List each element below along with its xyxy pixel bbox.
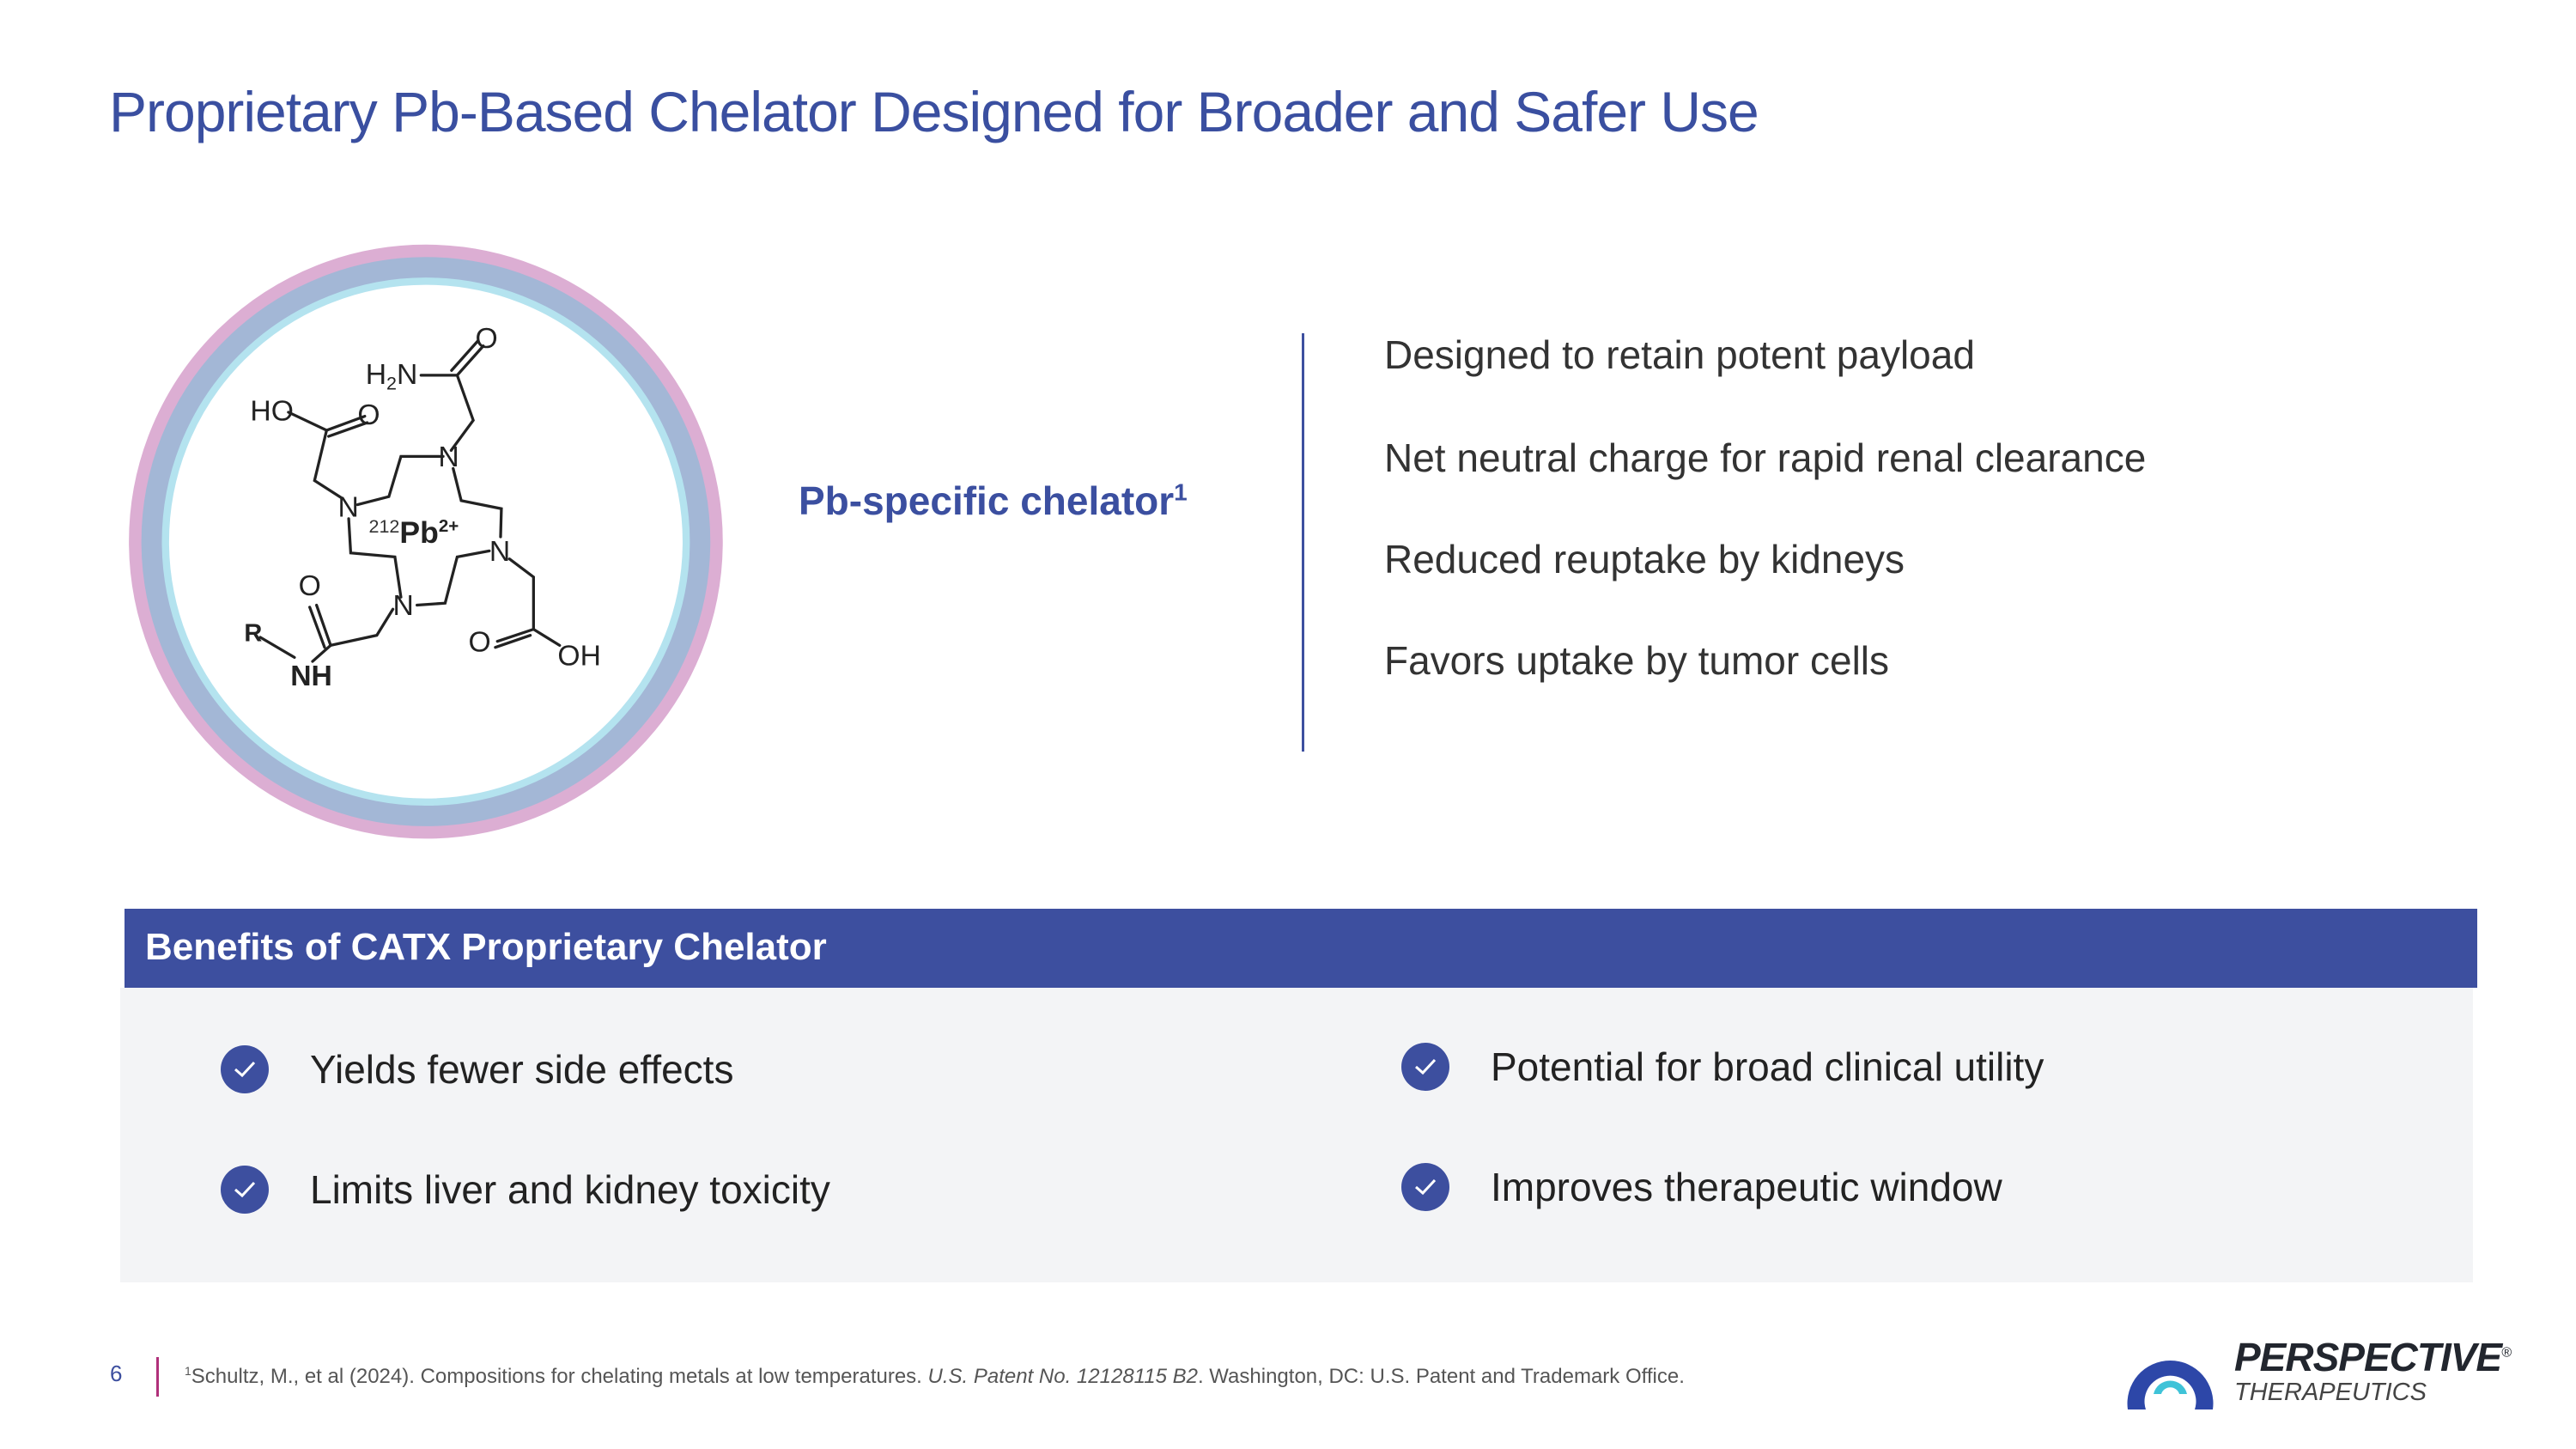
logo-mark-icon (2127, 1360, 2214, 1409)
benefits-panel: Yields fewer side effects Limits liver a… (120, 988, 2473, 1282)
footnote-patent: U.S. Patent No. 12128115 B2 (927, 1365, 1198, 1388)
check-circle-icon (1401, 1163, 1449, 1211)
nitrogen-label: N (438, 441, 459, 473)
feature-item: Designed to retain potent payload (1384, 332, 1975, 377)
benefit-item: Potential for broad clinical utility (1401, 1043, 2044, 1091)
benefit-item: Limits liver and kidney toxicity (221, 1166, 830, 1214)
nitrogen-label: N (489, 536, 510, 568)
chelator-label: Pb-specific chelator1 (799, 478, 1188, 524)
logo-wordmark: PERSPECTIVE® (2234, 1335, 2512, 1379)
check-circle-icon (221, 1166, 269, 1214)
benefit-item: Improves therapeutic window (1401, 1163, 2002, 1211)
footer-divider (156, 1357, 159, 1397)
benefit-item: Yields fewer side effects (221, 1045, 733, 1093)
footnote-text: . Washington, DC: U.S. Patent and Tradem… (1197, 1365, 1685, 1388)
outer-ring (129, 244, 723, 839)
feature-item: Reduced reuptake by kidneys (1384, 537, 1905, 581)
benefit-text: Improves therapeutic window (1491, 1165, 2002, 1209)
benefit-text: Limits liver and kidney toxicity (310, 1167, 830, 1212)
inner-ring (161, 277, 690, 807)
chelator-structure-image: H2N O HO O N N N N O O OH R NH 212Pb2+ (129, 244, 723, 839)
vertical-divider (1302, 333, 1304, 752)
footnote: 1Schultz, M., et al (2024). Compositions… (185, 1364, 1685, 1389)
middle-ring (141, 257, 711, 826)
check-circle-icon (221, 1045, 269, 1093)
logo-subtitle: THERAPEUTICS (2234, 1379, 2427, 1406)
oxygen-label: O (475, 323, 497, 355)
footnote-text: Schultz, M., et al (2024). Compositions … (191, 1365, 928, 1388)
lead-ion-label: 212Pb2+ (368, 515, 459, 550)
footnote-mark: 1 (185, 1364, 191, 1378)
r-group-label: R (244, 620, 262, 648)
company-logo: PERSPECTIVE® THERAPEUTICS (2121, 1327, 2524, 1413)
page-number: 6 (110, 1361, 123, 1386)
h2n-label: H2N (366, 359, 418, 394)
hydroxyl-label: HO (250, 395, 294, 427)
nitrogen-label: N (337, 492, 358, 524)
nitrogen-label: N (393, 590, 414, 622)
oxygen-label: O (357, 399, 380, 431)
page-title: Proprietary Pb-Based Chelator Designed f… (109, 80, 1759, 143)
oxygen-label: O (299, 570, 321, 602)
feature-item: Favors uptake by tumor cells (1384, 638, 1890, 683)
benefits-heading: Benefits of CATX Proprietary Chelator (145, 926, 827, 968)
nh-label: NH (290, 661, 332, 692)
benefit-text: Potential for broad clinical utility (1491, 1044, 2044, 1089)
oxygen-label: O (469, 626, 491, 658)
bonds (258, 339, 562, 663)
check-circle-icon (1401, 1043, 1449, 1091)
feature-item: Net neutral charge for rapid renal clear… (1384, 435, 2147, 480)
footnote-mark: 1 (1174, 478, 1188, 506)
benefit-text: Yields fewer side effects (310, 1047, 734, 1092)
benefits-header: Benefits of CATX Proprietary Chelator (125, 909, 2477, 988)
hydroxyl-label: OH (557, 641, 601, 673)
chelator-label-text: Pb-specific chelator (799, 478, 1175, 523)
